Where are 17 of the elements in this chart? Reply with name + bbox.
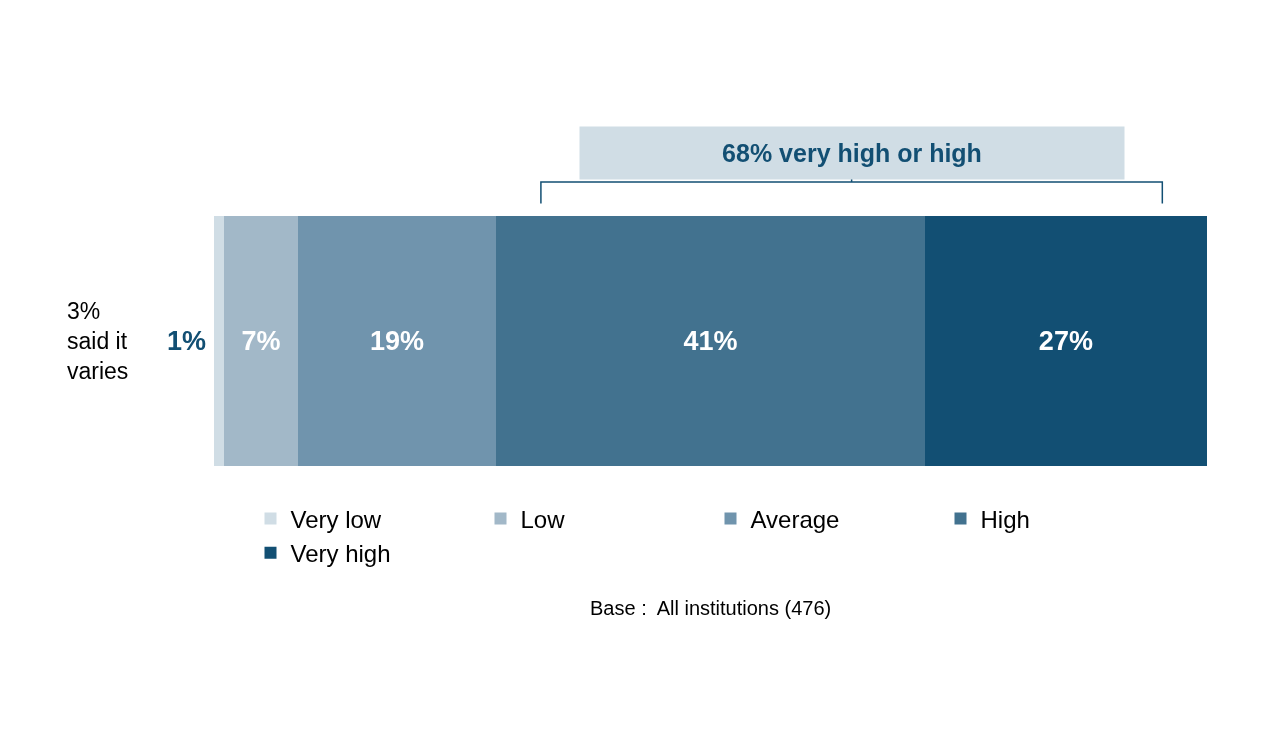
bar <box>224 216 298 466</box>
text: 3% said it varies <box>67 298 129 384</box>
legend-label: Average <box>750 505 840 533</box>
data-label: 27% <box>1038 326 1093 356</box>
legend-label: High <box>980 505 1030 533</box>
data-label: 19% <box>369 326 424 356</box>
legend-label: Very low <box>290 505 382 533</box>
bar <box>214 216 225 466</box>
legend-label: Low <box>520 505 566 533</box>
bar <box>924 216 1207 466</box>
data-label: 41% <box>683 326 738 356</box>
text: 68% very high or high <box>722 139 982 167</box>
bar <box>297 216 497 466</box>
legend-label: Very high <box>290 540 391 568</box>
data-label: 1% <box>167 326 207 356</box>
text: Base : All institutions (476) <box>590 597 832 619</box>
data-label: 7% <box>241 326 281 356</box>
